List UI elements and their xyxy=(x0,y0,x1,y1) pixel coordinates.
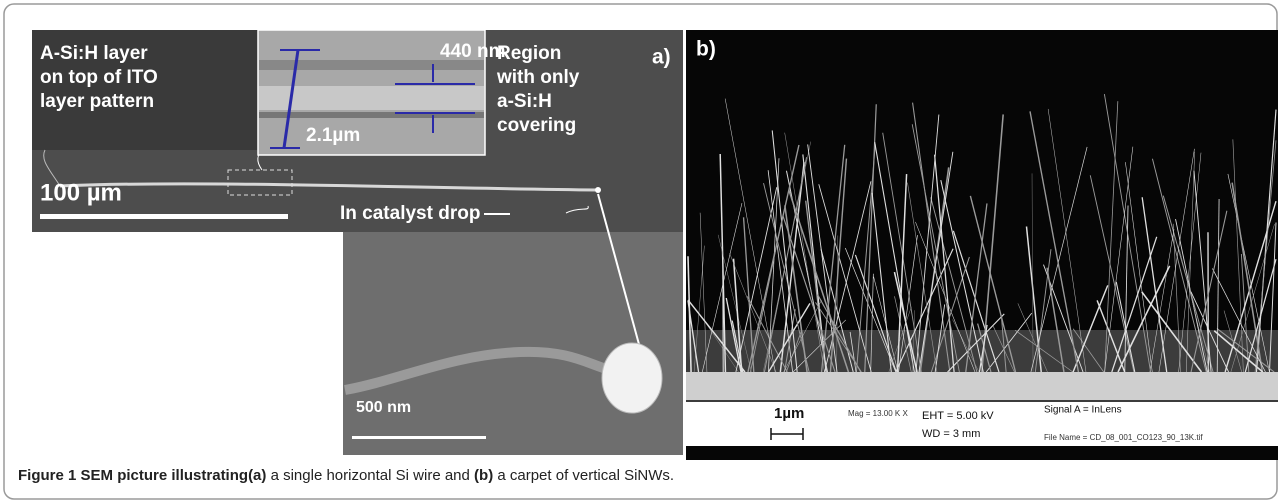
substrate-base xyxy=(686,372,1278,400)
info-text: WD = 3 mm xyxy=(922,428,980,440)
inset-width: 2.1µm xyxy=(306,125,360,146)
panel-label: b) xyxy=(696,38,716,61)
scale-bar xyxy=(40,214,288,219)
zoom-scale-label: 500 nm xyxy=(356,399,411,416)
figure: 440 nm 2.1µm A-Si:H layer on top of ITO … xyxy=(0,0,1282,504)
caption-part-label: (a) xyxy=(248,467,266,484)
caption: Figure 1 SEM picture illustrating(a) a s… xyxy=(18,467,674,484)
note-line: with only xyxy=(496,67,580,88)
note-line: on top of ITO xyxy=(40,67,158,88)
callout: In catalyst drop xyxy=(340,203,480,224)
figure-art: 440 nm 2.1µm A-Si:H layer on top of ITO … xyxy=(0,0,1282,504)
scale-label: 1µm xyxy=(774,405,804,422)
inset-thickness: 440 nm xyxy=(440,41,505,62)
zoom-scale-bar xyxy=(352,436,486,439)
info-text: File Name = CD_08_001_CO123_90_13K.tif xyxy=(1044,433,1203,442)
caption-text: a carpet of vertical SiNWs. xyxy=(497,467,674,484)
info-text: Mag = 13.00 K X xyxy=(848,409,908,418)
caption-part-label: (b) xyxy=(474,467,493,484)
note-line: covering xyxy=(497,115,576,136)
drop xyxy=(595,187,601,193)
note-line: A-Si:H layer xyxy=(40,43,148,64)
info-text: Signal A = InLens xyxy=(1044,405,1122,416)
scale-label: 100 µm xyxy=(40,179,122,206)
drop-zoom xyxy=(602,343,662,413)
note-line: a-Si:H xyxy=(497,91,552,112)
panel-label: a) xyxy=(652,46,671,69)
note-line: layer pattern xyxy=(40,91,154,112)
note-line: Region xyxy=(497,43,561,64)
caption-lead: SEM picture illustrating xyxy=(81,467,249,484)
info-text: EHT = 5.00 kV xyxy=(922,410,994,422)
caption-text: a single horizontal Si wire and xyxy=(271,467,470,484)
caption-label: Figure 1 xyxy=(18,467,76,484)
